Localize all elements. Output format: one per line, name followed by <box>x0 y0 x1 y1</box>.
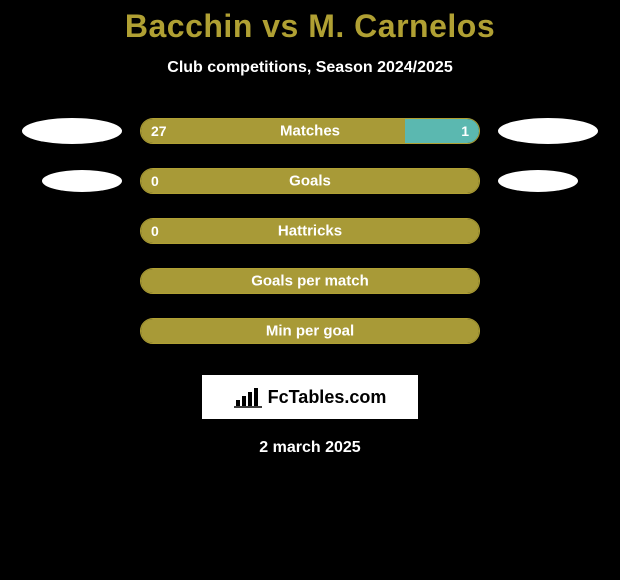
subtitle: Club competitions, Season 2024/2025 <box>0 59 620 77</box>
player-left-avatar <box>42 170 122 192</box>
row-spacer-left <box>22 331 140 332</box>
page-title: Bacchin vs M. Carnelos <box>0 8 620 45</box>
stat-bar-hattricks: 0 Hattricks <box>140 218 480 244</box>
stat-row-hattricks: 0 Hattricks <box>0 217 620 245</box>
row-spacer-left <box>22 231 140 232</box>
stat-bar-matches: 27 Matches 1 <box>140 118 480 144</box>
stat-label: Goals per match <box>251 273 369 290</box>
stat-row-goals-per-match: Goals per match <box>0 267 620 295</box>
date-label: 2 march 2025 <box>0 439 620 457</box>
player-left-avatar <box>22 118 122 144</box>
stat-label: Matches <box>280 123 340 140</box>
stat-left-value: 27 <box>151 123 167 139</box>
stat-label: Min per goal <box>266 323 354 340</box>
row-spacer-right <box>480 281 598 282</box>
stat-row-goals: 0 Goals <box>0 167 620 195</box>
row-spacer-left <box>22 281 140 282</box>
comparison-card: Bacchin vs M. Carnelos Club competitions… <box>0 0 620 457</box>
stat-label: Goals <box>289 173 331 190</box>
stat-bar-goals: 0 Goals <box>140 168 480 194</box>
stat-bar-min-per-goal: Min per goal <box>140 318 480 344</box>
player-right-avatar <box>498 118 598 144</box>
stat-left-value: 0 <box>151 173 159 189</box>
stat-bar-goals-per-match: Goals per match <box>140 268 480 294</box>
row-spacer-right <box>480 331 598 332</box>
stat-row-min-per-goal: Min per goal <box>0 317 620 345</box>
stat-left-value: 0 <box>151 223 159 239</box>
player-right-avatar <box>498 170 578 192</box>
row-spacer-right <box>480 231 598 232</box>
logo-label: FcTables.com <box>268 387 387 408</box>
stat-row-matches: 27 Matches 1 <box>0 117 620 145</box>
bar-chart-icon <box>234 386 262 408</box>
source-logo: FcTables.com <box>202 375 418 419</box>
stat-label: Hattricks <box>278 223 342 240</box>
stat-right-value: 1 <box>461 123 469 139</box>
bar-fill-left <box>141 119 405 143</box>
